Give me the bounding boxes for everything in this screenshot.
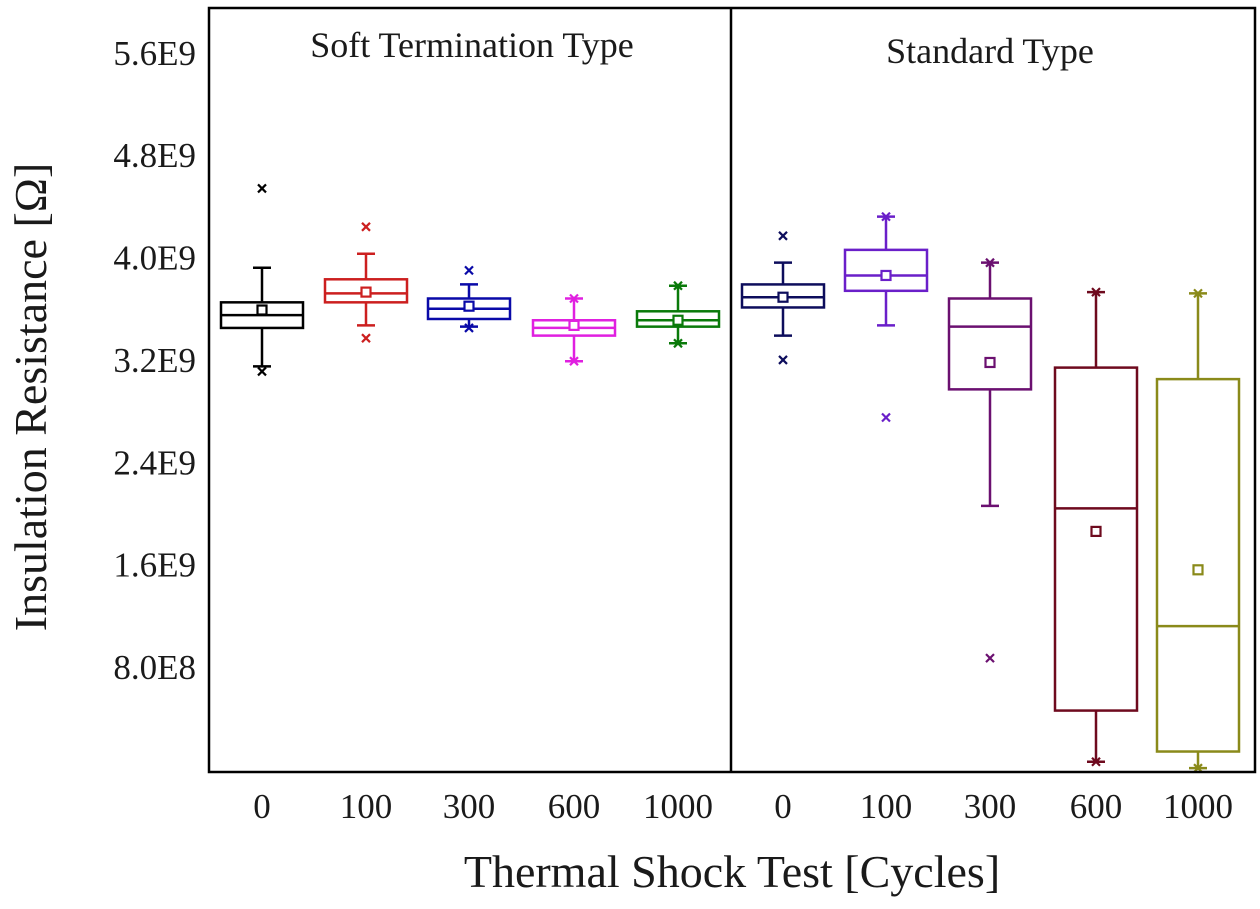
outlier-marker <box>257 183 267 194</box>
panel-title-soft-termination: Soft Termination Type <box>310 25 634 65</box>
outlier-stroke <box>464 323 474 333</box>
outlier-marker <box>1193 288 1203 299</box>
outlier-marker <box>257 366 267 377</box>
outlier-stroke <box>881 211 891 222</box>
outlier-stroke <box>1193 288 1203 299</box>
x-tick-label: 600 <box>548 787 601 826</box>
box-group <box>323 222 409 343</box>
iqr-box <box>323 278 409 304</box>
outlier-stroke <box>569 356 579 366</box>
y-tick-label: 4.8E9 <box>113 136 196 175</box>
box-group <box>740 231 826 365</box>
outlier-stroke <box>673 338 683 349</box>
outlier-marker <box>1091 756 1101 767</box>
outlier-stroke <box>257 183 267 194</box>
outlier-stroke <box>985 653 995 663</box>
outlier-marker <box>778 231 788 241</box>
x-tick-label: 0 <box>253 787 271 826</box>
x-tick-label: 300 <box>443 787 496 826</box>
y-tick-label: 5.6E9 <box>113 34 196 73</box>
x-axis-label: Thermal Shock Test [Cycles] <box>464 846 1000 897</box>
box-group <box>635 280 721 349</box>
outlier-marker <box>464 265 474 276</box>
outlier-stroke <box>673 280 683 291</box>
outlier-stroke <box>778 231 788 241</box>
y-tick-label: 3.2E9 <box>113 341 196 380</box>
y-tick-label: 4.0E9 <box>113 239 196 278</box>
box-group <box>219 183 305 377</box>
outlier-stroke <box>1091 756 1101 767</box>
iqr-box <box>635 310 721 328</box>
x-tick-labels: 0 100 300 600 1000 0 100 300 600 1000 <box>253 787 1233 826</box>
y-tick-label: 8.0E8 <box>113 648 196 687</box>
box-series <box>219 183 1241 773</box>
outlier-stroke <box>361 222 371 232</box>
x-tick-label: 600 <box>1070 787 1123 826</box>
outlier-marker <box>778 355 788 365</box>
mean-marker <box>463 300 475 312</box>
outlier-marker <box>569 356 579 366</box>
outlier-stroke <box>464 265 474 276</box>
mean-marker <box>256 304 268 316</box>
outlier-stroke <box>778 355 788 365</box>
outlier-stroke <box>569 293 579 304</box>
x-tick-label: 300 <box>964 787 1017 826</box>
iqr-box <box>740 283 826 309</box>
mean-marker <box>880 269 892 282</box>
outlier-marker <box>361 222 371 232</box>
iqr-box <box>947 297 1033 391</box>
x-tick-label: 1000 <box>643 787 713 826</box>
x-tick-label: 100 <box>340 787 393 826</box>
outlier-marker <box>881 211 891 222</box>
box-group <box>426 265 512 333</box>
outlier-stroke <box>881 412 891 423</box>
y-tick-labels: 8.0E8 1.6E9 2.4E9 3.2E9 4.0E9 4.8E9 5.6E9 <box>113 34 196 687</box>
box-group <box>843 211 929 423</box>
outlier-marker <box>673 280 683 291</box>
box-group <box>947 257 1033 663</box>
outlier-marker <box>673 338 683 349</box>
x-tick-label: 1000 <box>1163 787 1233 826</box>
y-axis-label: Insulation Resistance [Ω] <box>5 163 56 632</box>
panel-title-standard: Standard Type <box>886 31 1094 71</box>
outlier-marker <box>569 293 579 304</box>
mean-marker <box>1192 564 1204 576</box>
iqr-box <box>1053 366 1139 712</box>
y-tick-label: 1.6E9 <box>113 546 196 585</box>
iqr-box <box>1155 377 1241 753</box>
box-group <box>1155 288 1241 773</box>
y-tick-label: 2.4E9 <box>113 443 196 482</box>
box-group <box>1053 287 1139 767</box>
outlier-stroke <box>361 333 371 343</box>
box-group <box>531 293 617 366</box>
outlier-marker <box>464 323 474 333</box>
outlier-marker <box>985 257 995 268</box>
mean-marker <box>360 286 372 298</box>
outlier-marker <box>361 333 371 343</box>
x-tick-label: 100 <box>860 787 913 826</box>
outlier-marker <box>881 412 891 423</box>
outlier-stroke <box>985 257 995 268</box>
iqr-box <box>843 248 929 293</box>
mean-marker <box>1090 525 1102 538</box>
outlier-marker <box>1091 287 1101 297</box>
outlier-marker <box>985 653 995 663</box>
mean-marker <box>777 291 789 303</box>
mean-marker <box>672 314 684 326</box>
outlier-stroke <box>1091 287 1101 297</box>
mean-marker <box>568 319 580 331</box>
outlier-stroke <box>257 366 267 377</box>
mean-marker <box>984 356 996 369</box>
x-tick-label: 0 <box>774 787 792 826</box>
